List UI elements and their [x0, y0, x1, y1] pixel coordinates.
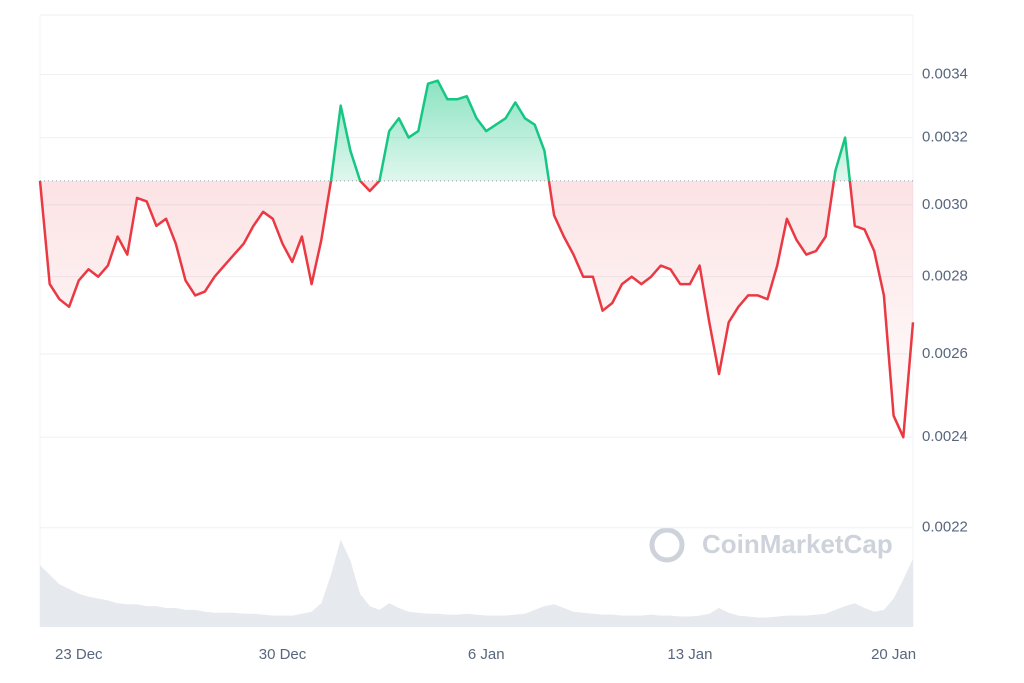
- watermark: CoinMarketCap: [649, 527, 893, 563]
- volume-area: [40, 539, 913, 627]
- x-tick-label: 30 Dec: [259, 646, 307, 663]
- watermark-logo: [649, 527, 685, 563]
- y-tick-label: 0.0024: [922, 428, 968, 445]
- x-tick-label: 6 Jan: [468, 646, 505, 663]
- y-tick-label: 0.0030: [922, 196, 968, 213]
- x-tick-label: 13 Jan: [667, 646, 712, 663]
- x-tick-label: 23 Dec: [55, 646, 103, 663]
- watermark-text: CoinMarketCap: [702, 529, 893, 559]
- y-tick-label: 0.0026: [922, 345, 968, 362]
- y-tick-label: 0.0032: [922, 129, 968, 146]
- y-tick-label: 0.0028: [922, 268, 968, 285]
- y-tick-label: 0.0022: [922, 519, 968, 536]
- y-tick-label: 0.0034: [922, 65, 968, 82]
- area-down: [40, 180, 913, 438]
- area-up: [40, 80, 850, 181]
- price-line-down: [38, 180, 915, 439]
- price-line-up: [39, 79, 852, 181]
- x-tick-label: 20 Jan: [871, 646, 916, 663]
